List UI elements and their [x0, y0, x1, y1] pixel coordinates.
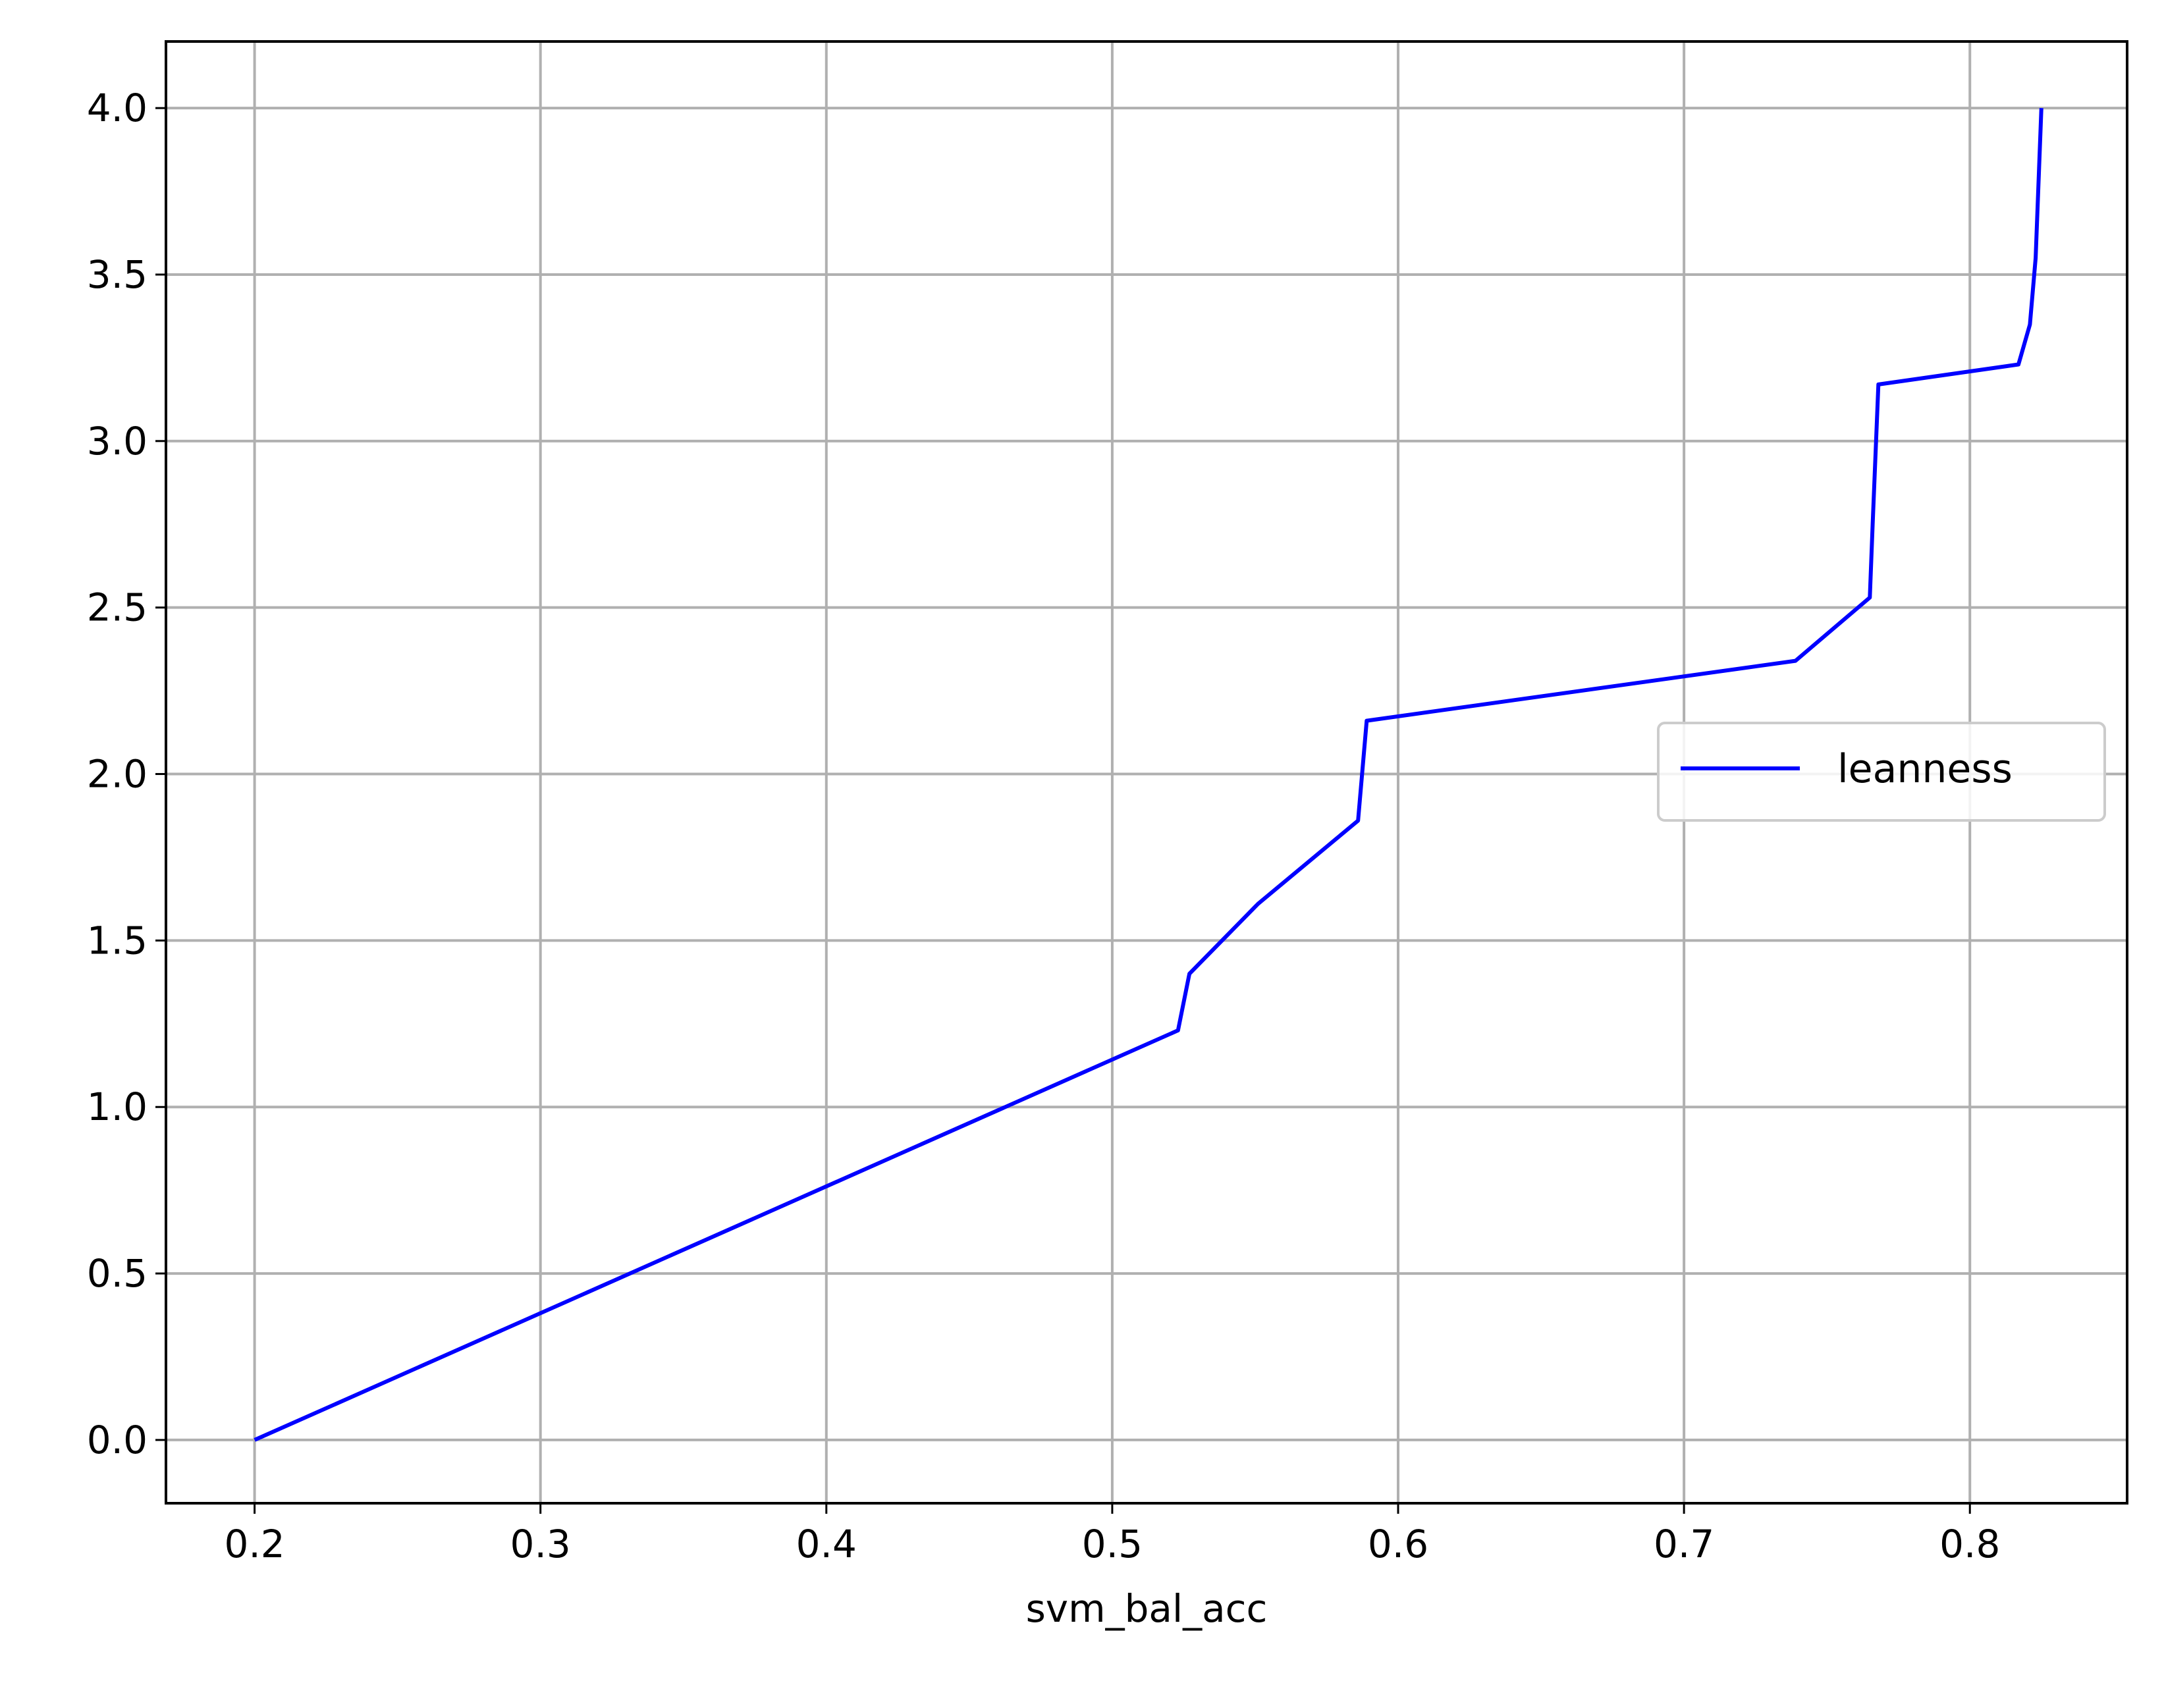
series-layer	[254, 107, 2043, 1442]
legend: leanness	[1657, 722, 2106, 822]
y-axis: 0.0 0.5 1.0 1.5 2.0 2.5 3.0 3.5 4.0	[87, 86, 166, 1462]
x-tick-label: 0.8	[1939, 1522, 2000, 1566]
y-tick-label: 1.5	[87, 918, 148, 963]
y-tick-label: 3.0	[87, 419, 148, 464]
legend-box	[1657, 722, 2106, 822]
legend-label-leanness: leanness	[1837, 746, 2013, 792]
plot-area-frame	[165, 40, 2128, 1505]
x-tick-label: 0.2	[224, 1522, 284, 1566]
series-line-leanness	[254, 107, 2043, 1442]
x-tick-label: 0.6	[1368, 1522, 1428, 1566]
x-tick-label: 0.5	[1082, 1522, 1143, 1566]
y-tick-label: 4.0	[87, 86, 148, 130]
x-tick-label: 0.3	[510, 1522, 571, 1566]
x-tick-label: 0.7	[1654, 1522, 1714, 1566]
y-tick-label: 2.5	[87, 585, 148, 630]
x-tick-label: 0.4	[796, 1522, 857, 1566]
x-axis: 0.2 0.3 0.4 0.5 0.6 0.7 0.8	[224, 1503, 2000, 1566]
y-tick-label: 0.0	[87, 1418, 148, 1462]
y-tick-label: 3.5	[87, 252, 148, 297]
y-tick-label: 0.5	[87, 1251, 148, 1296]
x-axis-label: svm_bal_acc	[1026, 1586, 1268, 1631]
y-tick-label: 2.0	[87, 752, 148, 797]
y-tick-label: 1.0	[87, 1084, 148, 1129]
